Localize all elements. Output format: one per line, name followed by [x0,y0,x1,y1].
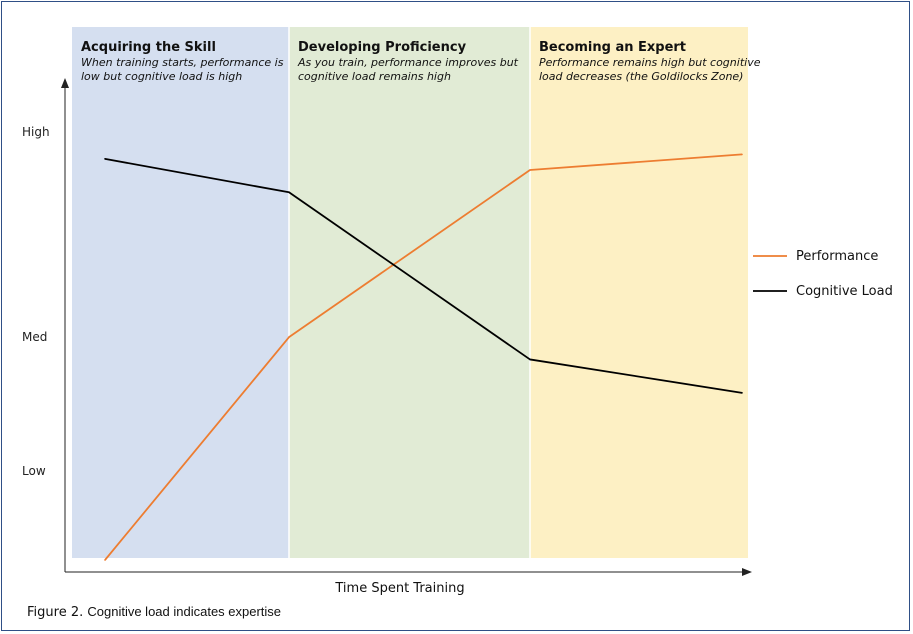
legend-label-performance: Performance [796,249,878,264]
x-axis-arrow-icon [742,568,752,576]
legend-label-cognitive-load: Cognitive Load [796,284,893,299]
data-point-performance-3 [741,153,743,156]
y-tick-label-low: Low [22,464,46,478]
zone-subtitle-2-line-1: As you train, performance improves but [297,56,519,69]
zone-subtitle-3-line-2: load decreases (the Goldilocks Zone) [539,70,743,83]
caption-figure-number: Figure 2. [27,605,84,620]
zone-title-2: Developing Proficiency [298,40,467,55]
caption-text: Cognitive load indicates expertise [87,604,282,619]
data-point-cognitive-load-1 [288,191,290,194]
data-point-performance-2 [529,169,531,171]
data-point-cognitive-load-3 [741,392,743,394]
data-point-performance-1 [288,336,290,338]
zone-subtitle-3-line-1: Performance remains high but cognitive [539,56,761,69]
zone-subtitle-2-line-2: cognitive load remains high [298,70,451,83]
x-axis-label: Time Spent Training [334,581,464,596]
zone-background-2 [289,27,530,558]
zone-title-1: Acquiring the Skill [81,40,216,55]
y-tick-label-high: High [22,125,50,139]
data-point-cognitive-load-0 [104,158,106,160]
zone-background-1 [72,27,289,558]
data-point-performance-0 [104,559,106,561]
series-line-performance [104,153,743,561]
data-point-cognitive-load-2 [529,358,531,361]
series-line-cognitive-load [104,157,743,394]
zone-background-3 [530,27,748,558]
zone-title-3: Becoming an Expert [539,40,686,55]
y-tick-label-med: Med [22,330,47,344]
zone-subtitle-1-line-1: When training starts, performance is [81,56,284,69]
y-axis-arrow-icon [61,78,69,88]
zone-subtitle-1-line-2: low but cognitive load is high [81,70,242,83]
figure-caption: Figure 2. Cognitive load indicates exper… [27,604,281,620]
